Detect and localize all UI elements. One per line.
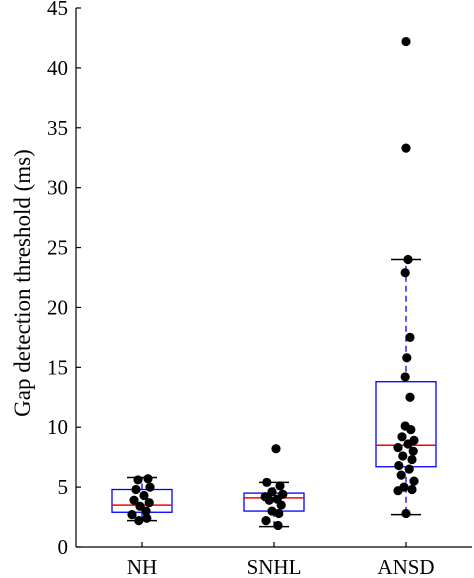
data-point-ansd: [393, 442, 403, 453]
y-tick-label: 30: [47, 176, 68, 200]
y-tick-label: 5: [58, 475, 69, 499]
y-tick-label: 20: [47, 295, 68, 319]
data-point-snhl: [261, 516, 271, 526]
data-point-ansd: [402, 353, 412, 363]
data-point-ansd: [401, 508, 411, 519]
data-point-nh: [143, 474, 153, 484]
y-tick-label: 40: [47, 56, 68, 80]
x-tick-label: NH: [127, 555, 157, 578]
data-point-ansd: [407, 454, 417, 465]
data-point-ansd: [400, 268, 410, 278]
data-point-ansd: [405, 392, 415, 402]
data-point-ansd: [407, 484, 417, 495]
data-point-nh: [129, 495, 139, 505]
data-point-ansd: [401, 36, 411, 47]
data-point-ansd: [398, 451, 408, 461]
data-point-nh: [133, 475, 143, 485]
data-point-ansd: [397, 432, 407, 442]
data-point-snhl: [275, 481, 285, 491]
data-point-nh: [131, 484, 141, 495]
data-point-ansd: [400, 372, 410, 382]
data-point-nh: [127, 510, 137, 520]
data-point-ansd: [396, 470, 406, 480]
data-point-nh: [139, 490, 149, 501]
data-point-ansd: [406, 425, 416, 435]
data-point-ansd: [403, 254, 413, 265]
y-tick-label: 0: [58, 535, 69, 559]
data-point-snhl: [273, 520, 283, 531]
y-tick-label: 45: [47, 0, 68, 20]
data-point-snhl: [276, 500, 286, 510]
data-point-nh: [144, 498, 154, 508]
x-tick-label: SNHL: [247, 555, 302, 578]
data-point-snhl: [267, 487, 277, 497]
y-tick-label: 35: [47, 116, 68, 140]
data-point-nh: [145, 482, 155, 492]
data-point-snhl: [262, 477, 272, 487]
data-point-snhl: [274, 508, 284, 519]
y-tick-label: 25: [47, 236, 68, 260]
data-point-snhl: [271, 444, 281, 454]
data-point-ansd: [409, 476, 419, 486]
data-point-ansd: [393, 486, 403, 496]
y-tick-label: 15: [47, 355, 68, 379]
plot-area: [111, 36, 437, 531]
data-point-nh: [141, 506, 151, 516]
y-tick-label: 10: [47, 415, 68, 439]
y-axis-label: Gap detection threshold (ms): [10, 149, 35, 417]
axes: 0 5 10 15 20 25 30 35 40 45 NH SNHL ANSD: [47, 0, 472, 578]
data-point-ansd: [408, 446, 418, 456]
x-tick-label: ANSD: [377, 555, 434, 578]
data-point-ansd: [405, 332, 415, 342]
data-point-ansd: [404, 464, 414, 474]
data-point-ansd: [403, 439, 413, 449]
data-point-snhl: [264, 495, 274, 505]
data-point-nh: [134, 516, 144, 526]
data-point-nh: [142, 513, 152, 523]
data-point-ansd: [394, 460, 404, 471]
data-point-ansd: [401, 143, 411, 153]
